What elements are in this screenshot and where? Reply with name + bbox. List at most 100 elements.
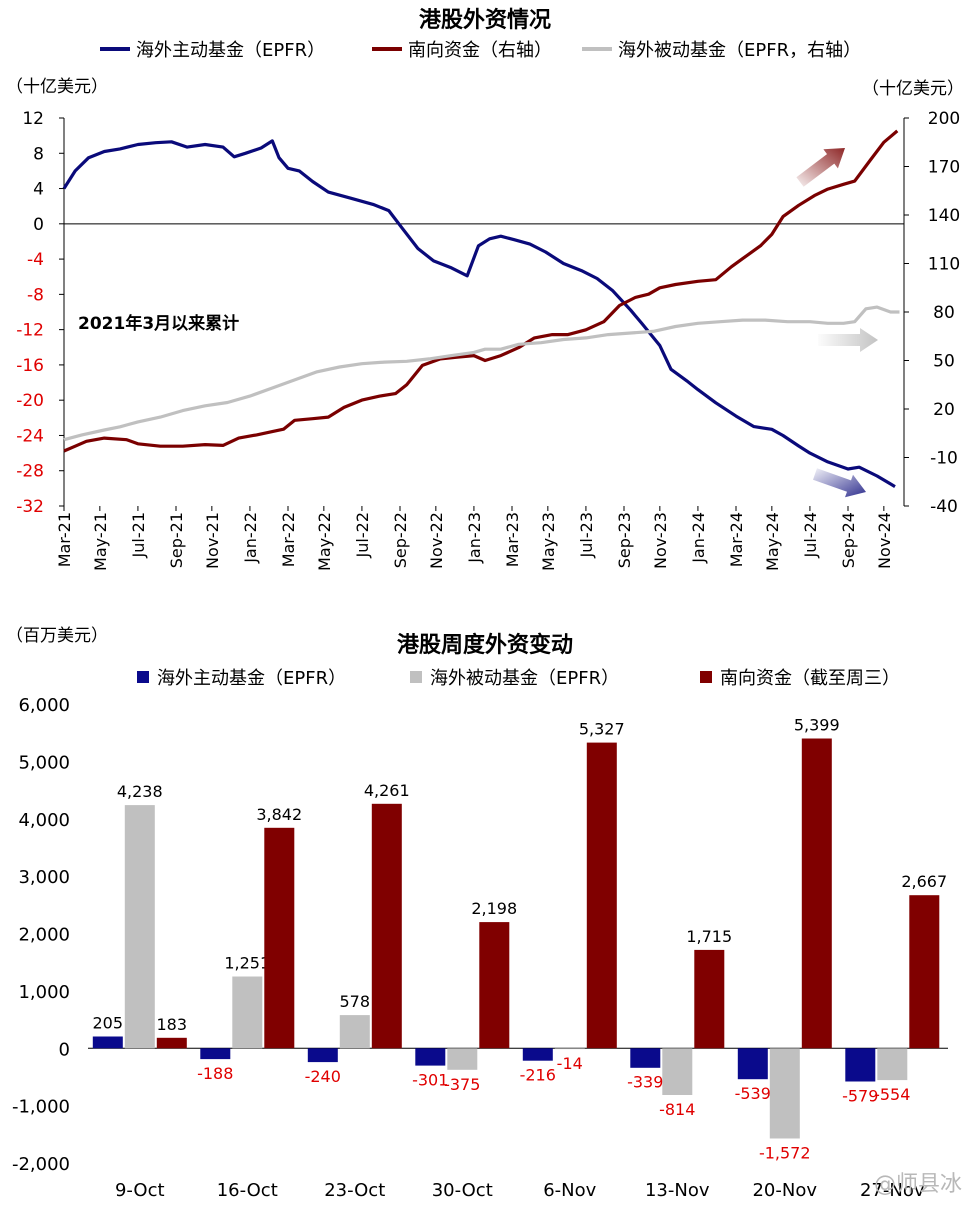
right-tick-label: 140: [928, 206, 960, 226]
annotation-text: 2021年3月以来累计: [78, 313, 239, 334]
bar-value-label: 183: [156, 1015, 187, 1034]
x-tick-label: Jul-22: [353, 512, 372, 558]
left-tick-label: -16: [16, 356, 44, 376]
x-tick-label: Mar-24: [727, 512, 746, 567]
bar-value-label: -216: [520, 1066, 556, 1085]
left-tick-label: 8: [33, 144, 44, 164]
x-tick-label: Sep-21: [167, 512, 186, 568]
left-tick-label: -28: [16, 462, 44, 482]
bar-13-Nov-2: [662, 1048, 693, 1095]
left-tick-label: -32: [16, 497, 44, 517]
bar-20-Nov-1: [737, 1048, 768, 1080]
bar-ytick-label: 1,000: [18, 982, 70, 1003]
bar-value-label: 205: [92, 1013, 123, 1032]
x-tick-label: Mar-23: [503, 512, 522, 567]
bar-27-Nov-2: [877, 1048, 908, 1081]
bar-value-label: -539: [735, 1084, 771, 1103]
x-tick-label: Nov-21: [203, 512, 222, 569]
bar-value-label: -554: [874, 1085, 910, 1104]
bar-6-Nov-1: [522, 1048, 553, 1061]
left-tick-label: -8: [27, 285, 44, 305]
bar-9-Oct-1: [92, 1036, 123, 1049]
x-tick-label: May-22: [315, 512, 334, 571]
x-tick-label: Sep-23: [615, 512, 634, 568]
x-tick-label: Mar-22: [279, 512, 298, 567]
bar-30-Oct-1: [415, 1048, 446, 1066]
bar-category-label: 30-Oct: [432, 1180, 493, 1201]
bar-9-Oct-2: [124, 805, 155, 1049]
left-tick-label: -12: [16, 321, 44, 341]
bar-value-label: 4,261: [364, 781, 410, 800]
trend-arrow-gray: [818, 328, 878, 352]
right-tick-label: -10: [930, 449, 958, 469]
right-tick-label: 50: [933, 352, 955, 372]
bar-value-label: 1,715: [686, 927, 732, 946]
bar-value-label: -1,572: [759, 1143, 811, 1162]
trend-arrow-blue: [813, 468, 866, 498]
bar-value-label: -579: [842, 1086, 878, 1105]
x-tick-label: Nov-23: [651, 512, 670, 569]
bar-category-label: 9-Oct: [115, 1180, 165, 1201]
bar-value-label: -301: [412, 1071, 448, 1090]
legend-label-1: 海外主动基金（EPFR）: [136, 40, 325, 61]
bar-legend-swatch-2: [410, 671, 422, 683]
bar-legend-swatch-3: [700, 671, 712, 683]
bar-value-label: 5,327: [579, 720, 625, 739]
bar-27-Nov-3: [909, 895, 940, 1049]
bar-value-label: -240: [305, 1067, 341, 1086]
bar-value-label: -814: [659, 1100, 695, 1119]
right-tick-label: -40: [930, 497, 958, 517]
x-tick-label: Jul-21: [129, 512, 148, 558]
bar-13-Nov-3: [694, 949, 725, 1049]
bar-ytick-label: -1,000: [12, 1097, 70, 1118]
right-tick-label: 20: [933, 400, 955, 420]
bar-6-Nov-2: [554, 1048, 585, 1050]
bar-20-Nov-2: [769, 1048, 800, 1139]
bar-13-Nov-1: [630, 1048, 661, 1068]
bar-23-Oct-3: [371, 803, 402, 1049]
series-line-2: [63, 129, 899, 453]
left-tick-label: 4: [33, 180, 44, 200]
top-chart-title: 港股外资情况: [419, 7, 551, 33]
watermark: @师县冰: [873, 1172, 962, 1197]
bar-23-Oct-1: [307, 1048, 338, 1063]
bar-value-label: 578: [339, 992, 370, 1011]
x-tick-label: Jul-24: [801, 512, 820, 558]
bar-category-label: 23-Oct: [324, 1180, 385, 1201]
bar-category-label: 20-Nov: [752, 1180, 817, 1201]
x-tick-label: Sep-22: [391, 512, 410, 568]
bar-category-label: 6-Nov: [543, 1180, 596, 1201]
bar-value-label: -14: [557, 1054, 583, 1073]
x-tick-label: Jan-24: [689, 512, 708, 564]
bar-ytick-label: 4,000: [18, 810, 70, 831]
left-tick-label: -20: [16, 391, 44, 411]
legend-label-3: 海外被动基金（EPFR，右轴）: [618, 40, 861, 61]
trend-arrow-red: [796, 148, 845, 187]
series-line-1: [62, 139, 896, 488]
x-tick-label: Jul-23: [577, 512, 596, 558]
bar-value-label: -339: [627, 1073, 663, 1092]
left-tick-label: -4: [27, 250, 44, 270]
bar-value-label: 5,399: [794, 715, 840, 734]
x-tick-label: Nov-24: [875, 512, 894, 569]
left-tick-label: -24: [16, 426, 44, 446]
bar-ytick-label: -2,000: [12, 1154, 70, 1175]
bar-value-label: 2,667: [901, 872, 947, 891]
bar-23-Oct-2: [339, 1015, 370, 1049]
bar-30-Oct-2: [447, 1048, 478, 1070]
right-tick-label: 110: [928, 255, 960, 275]
bar-value-label: -188: [197, 1064, 233, 1083]
bar-unit-label: （百万美元）: [6, 626, 108, 646]
bar-9-Oct-3: [156, 1037, 187, 1049]
x-tick-label: Nov-22: [427, 512, 446, 569]
bar-30-Oct-3: [479, 922, 510, 1049]
bar-ytick-label: 2,000: [18, 925, 70, 946]
x-tick-label: May-21: [91, 512, 110, 571]
x-tick-label: Sep-24: [839, 512, 858, 568]
bar-value-label: -375: [444, 1075, 480, 1094]
bar-ytick-label: 5,000: [18, 752, 70, 773]
bar-ytick-label: 6,000: [18, 695, 70, 716]
